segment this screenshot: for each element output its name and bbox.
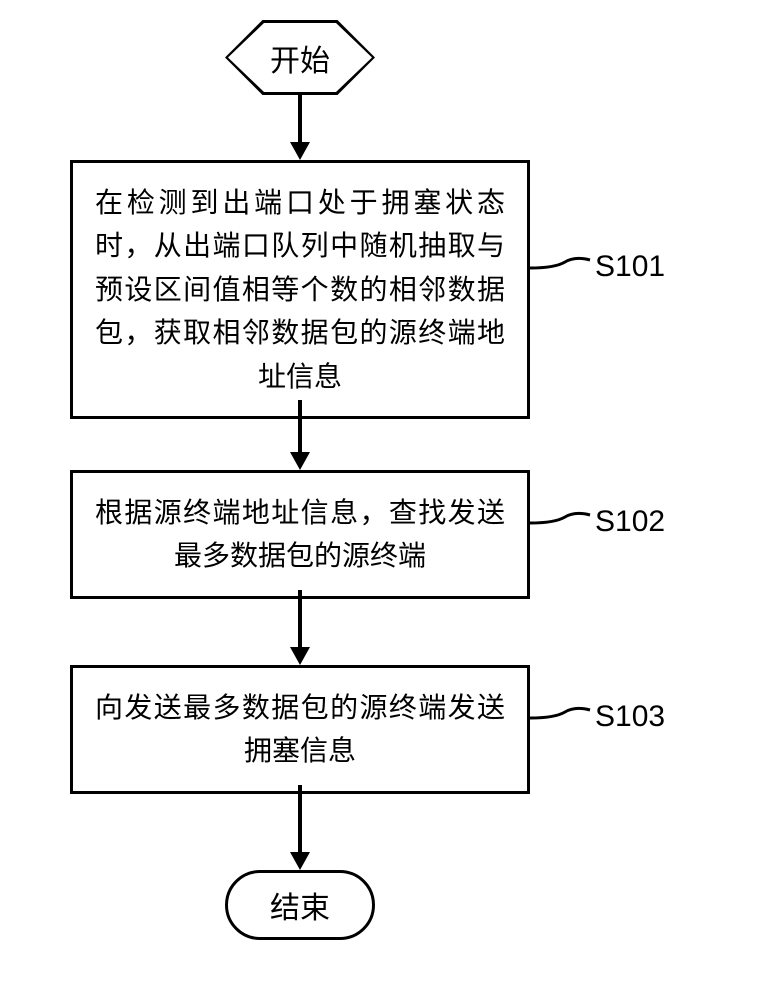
start-node: 开始 <box>225 20 375 95</box>
arrow-4 <box>298 785 302 852</box>
process-s101: 在检测到出端口处于拥塞状态时，从出端口队列中随机抽取与预设区间值相等个数的相邻数… <box>70 160 530 419</box>
end-label: 结束 <box>270 883 330 927</box>
label-s102: S102 <box>595 505 665 539</box>
end-node: 结束 <box>225 870 375 940</box>
arrow-3-head <box>290 647 310 665</box>
connector-s102 <box>530 505 595 535</box>
flowchart-container: 开始 在检测到出端口处于拥塞状态时，从出端口队列中随机抽取与预设区间值相等个数的… <box>0 0 766 1000</box>
process-s103: 向发送最多数据包的源终端发送拥塞信息 <box>70 665 530 794</box>
arrow-2 <box>298 400 302 452</box>
arrow-3 <box>298 590 302 647</box>
process-s102: 根据源终端地址信息，查找发送最多数据包的源终端 <box>70 470 530 599</box>
connector-s101 <box>530 250 595 280</box>
arrow-2-head <box>290 452 310 470</box>
arrow-1 <box>298 95 302 142</box>
arrow-1-head <box>290 142 310 160</box>
s101-text: 在检测到出端口处于拥塞状态时，从出端口队列中随机抽取与预设区间值相等个数的相邻数… <box>95 181 505 398</box>
s103-text: 向发送最多数据包的源终端发送拥塞信息 <box>95 686 505 773</box>
connector-s103 <box>530 700 595 730</box>
label-s101: S101 <box>595 250 665 284</box>
arrow-4-head <box>290 852 310 870</box>
s102-text: 根据源终端地址信息，查找发送最多数据包的源终端 <box>95 491 505 578</box>
start-label: 开始 <box>270 36 330 80</box>
label-s103: S103 <box>595 700 665 734</box>
